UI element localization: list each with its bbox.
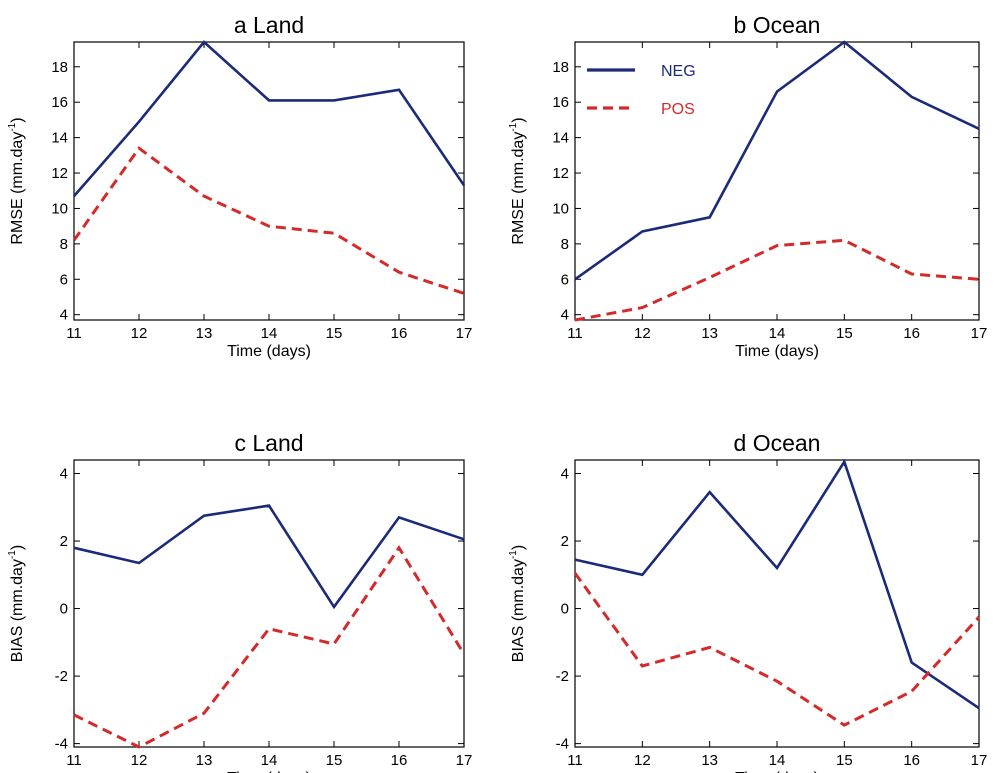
y-tick-label: 14	[51, 130, 68, 147]
y-tick-label: -4	[55, 736, 68, 753]
y-axis-label-close: )	[9, 117, 26, 122]
y-tick-label: 16	[552, 94, 569, 111]
series-line-pos	[574, 238, 980, 322]
y-tick-label: -2	[556, 668, 569, 685]
x-tick-label: 15	[836, 752, 853, 769]
x-tick-label: 17	[971, 325, 988, 342]
y-tick-label: 2	[60, 533, 68, 550]
y-tick-label: 18	[552, 59, 569, 76]
x-tick-label: 13	[196, 752, 213, 769]
x-tick-label: 15	[326, 752, 343, 769]
y-axis-label: RMSE (mm.day-1)	[508, 117, 527, 244]
y-tick-label: 4	[561, 466, 569, 483]
x-tick-label: 12	[131, 325, 148, 342]
y-axis-label-main: RMSE (mm.day	[9, 132, 26, 245]
panel-4: d Ocean 11 12 13 14 15 16 17 -4 -2 0 2 4 Time (days) B…	[508, 430, 987, 773]
x-tick-label: 11	[66, 752, 82, 769]
y-axis-label-main: RMSE (mm.day	[510, 132, 527, 245]
y-tick-label: 2	[561, 533, 569, 550]
x-tick-label: 13	[196, 325, 213, 342]
series-line-neg	[574, 458, 980, 710]
panel-title: a Land	[234, 12, 304, 38]
series-line-neg	[574, 40, 980, 281]
panel-1: a Land 11 12 13 14 15 16 17 4 6 8 10 12 14 16 18 Time (d…	[7, 12, 472, 360]
y-axis-label-sup: -1	[7, 550, 18, 559]
x-tick-label: 12	[634, 325, 651, 342]
panel-title: d Ocean	[734, 430, 821, 456]
x-tick-label: 15	[326, 325, 343, 342]
y-axis-label: RMSE (mm.day-1)	[7, 117, 26, 244]
x-tick-label: 11	[66, 325, 82, 342]
y-axis-label-main: BIAS (mm.day	[510, 559, 527, 662]
x-axis-label: Time (days)	[735, 343, 819, 360]
x-tick-label: 12	[634, 752, 651, 769]
legend-label-pos: POS	[661, 101, 695, 118]
x-tick-label: 16	[903, 325, 920, 342]
plot-frame	[73, 459, 465, 748]
y-axis-label-close: )	[510, 117, 527, 122]
y-tick-label: 6	[60, 271, 68, 288]
x-tick-label: 11	[567, 325, 583, 342]
y-tick-label: 8	[60, 236, 68, 253]
x-tick-label: 12	[131, 752, 148, 769]
y-tick-label: 10	[51, 200, 68, 217]
y-tick-label: -4	[556, 736, 569, 753]
series-line-neg	[73, 504, 465, 610]
y-tick-label: 0	[561, 601, 569, 618]
y-tick-label: 14	[552, 130, 569, 147]
x-axis-label: Time (days)	[227, 770, 311, 773]
panel-2: b Ocean 11 12 13 14 15 16 17 4 6 8 10 12 14 16 18 Time (…	[508, 12, 987, 360]
series-line-pos	[72, 146, 465, 295]
y-axis-label-sup: -1	[508, 550, 519, 559]
y-tick-label: 4	[561, 307, 569, 324]
y-tick-label: 16	[51, 94, 68, 111]
y-tick-label: 8	[561, 236, 569, 253]
series-line-neg	[73, 40, 466, 197]
x-axis-label: Time (days)	[735, 770, 819, 773]
y-tick-label: 4	[60, 466, 68, 483]
y-axis-label: BIAS (mm.day-1)	[508, 545, 527, 662]
panel-title: b Ocean	[734, 12, 821, 38]
panel-3: c Land 11 12 13 14 15 16 17 -4 -2 0 2 4 Time (days) BI…	[7, 430, 472, 773]
y-axis-label-sup: -1	[508, 122, 519, 131]
x-tick-label: 13	[701, 325, 718, 342]
x-tick-label: 14	[261, 325, 278, 342]
x-tick-label: 14	[769, 325, 786, 342]
y-tick-label: 4	[60, 307, 68, 324]
y-tick-label: 6	[561, 271, 569, 288]
series-line-pos	[73, 545, 466, 749]
x-tick-label: 14	[261, 752, 278, 769]
y-axis-label-sup: -1	[7, 122, 18, 131]
y-tick-label: -2	[55, 668, 68, 685]
x-tick-label: 11	[567, 752, 583, 769]
plot-frame	[574, 459, 980, 748]
x-tick-label: 17	[456, 325, 473, 342]
plot-frame	[574, 41, 980, 321]
y-axis-label-close: )	[510, 545, 527, 550]
x-axis-label: Time (days)	[227, 343, 311, 360]
x-tick-label: 17	[456, 752, 473, 769]
y-axis-label: BIAS (mm.day-1)	[7, 545, 26, 662]
legend: NEG POS	[587, 63, 696, 118]
y-tick-label: 12	[51, 165, 68, 182]
legend-label-neg: NEG	[661, 63, 696, 80]
x-tick-label: 16	[391, 325, 408, 342]
y-tick-label: 0	[60, 601, 68, 618]
y-tick-label: 10	[552, 200, 569, 217]
series-line-pos	[573, 572, 981, 727]
x-tick-label: 15	[836, 325, 853, 342]
x-tick-label: 14	[769, 752, 786, 769]
x-tick-label: 17	[971, 752, 988, 769]
y-tick-label: 12	[552, 165, 569, 182]
y-tick-label: 18	[51, 59, 68, 76]
panel-title: c Land	[234, 430, 303, 456]
x-tick-label: 16	[391, 752, 408, 769]
plot-frame	[73, 41, 465, 321]
x-tick-label: 13	[701, 752, 718, 769]
x-tick-label: 16	[903, 752, 920, 769]
y-axis-label-main: BIAS (mm.day	[9, 559, 26, 662]
y-axis-label-close: )	[9, 545, 26, 550]
